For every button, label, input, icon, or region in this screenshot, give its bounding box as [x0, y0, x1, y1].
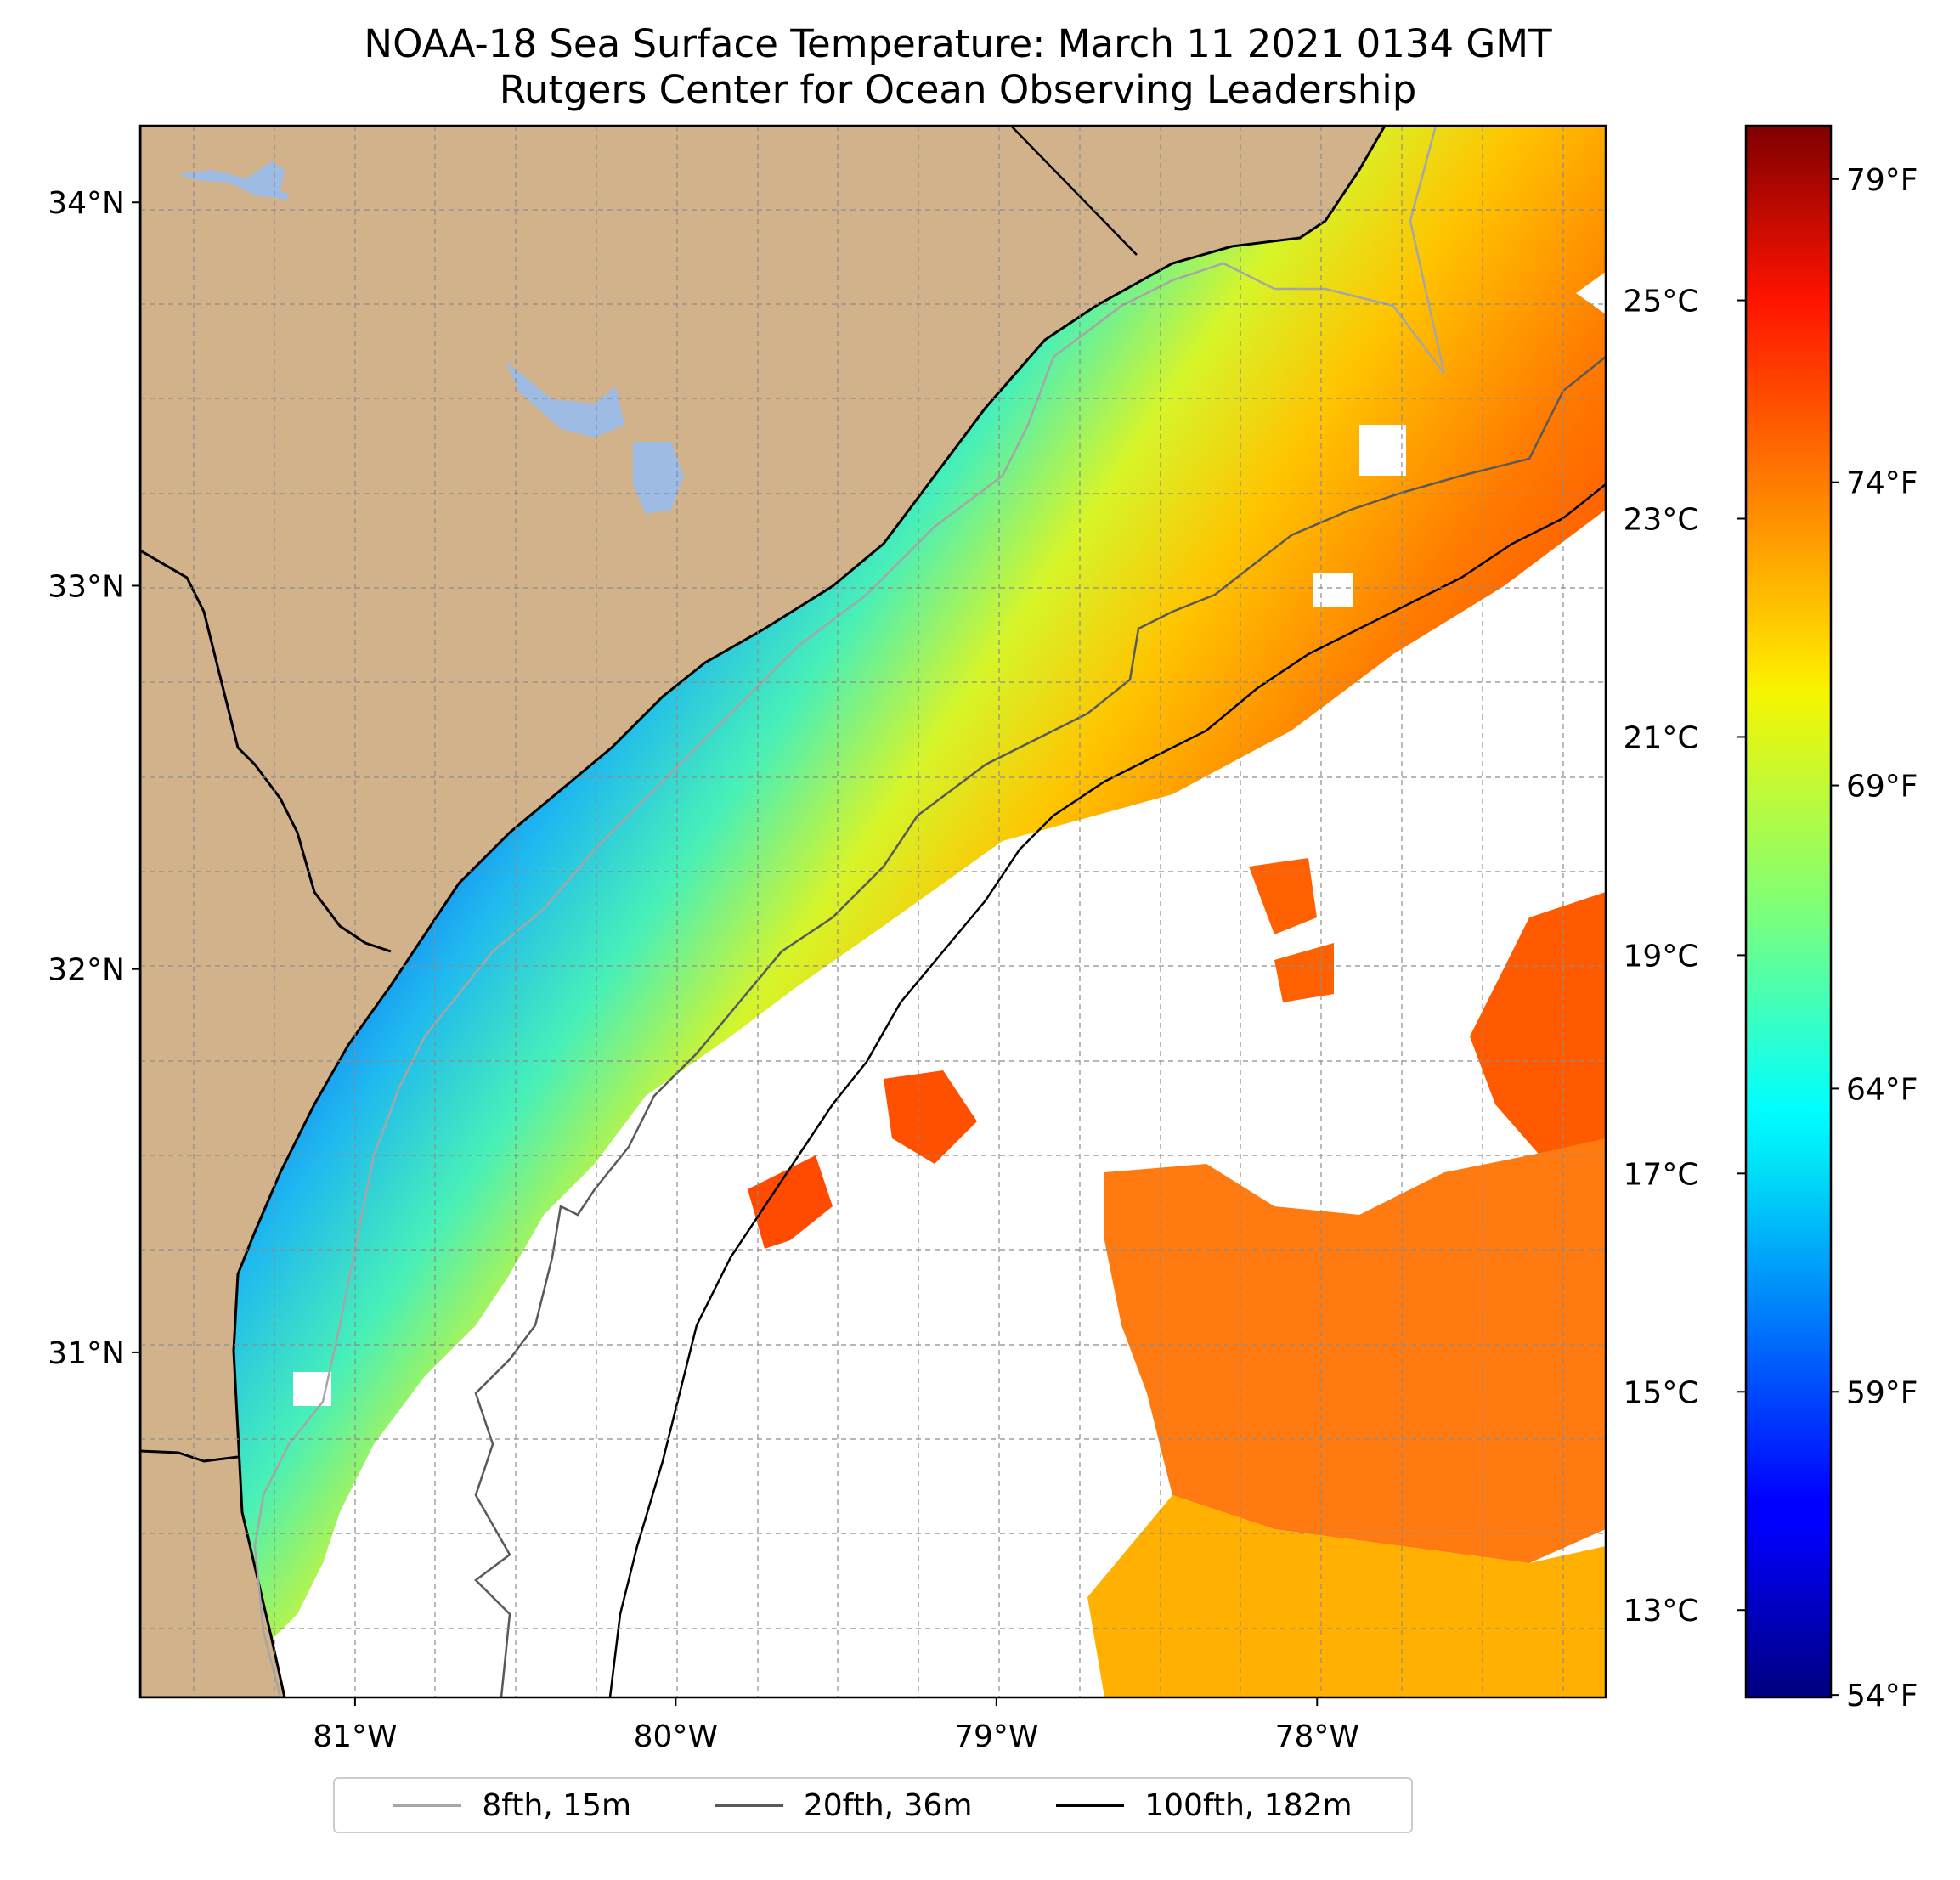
lake-north [178, 161, 289, 200]
isobath-8fth [253, 126, 1446, 1697]
lake-marion [506, 361, 624, 438]
lon-tick-label: 80°W [634, 1719, 718, 1754]
cloud-gap-small-3 [1313, 573, 1353, 607]
colorbar-fahrenheit-axis: 54°F 59°F 64°F 69°F 74°F 79°F [1831, 163, 1918, 1713]
colorbar-celsius-axis: 13°C 15°C 17°C 19°C 21°C 23°C 25°C [1624, 285, 1746, 1629]
legend-line-20fth [715, 1804, 783, 1807]
colorbar-fahrenheit-label: 79°F [1846, 163, 1918, 198]
lon-tick-label: 81°W [313, 1719, 397, 1754]
legend-item-20fth: 20fth, 36m [715, 1787, 973, 1823]
legend-item-100fth: 100fth, 182m [1056, 1787, 1353, 1823]
lat-tick-label: 34°N [48, 186, 125, 221]
map-frame [138, 124, 1607, 1699]
colorbar [1744, 124, 1833, 1699]
state-border-nc-sc [1010, 126, 1138, 256]
latitude-axis: 31°N 32°N 33°N 34°N [48, 186, 140, 1371]
state-border-sc-ga [140, 549, 392, 953]
map-panel [140, 126, 1606, 1697]
warm-patch-yellow [1087, 1495, 1606, 1697]
legend-line-100fth [1056, 1804, 1125, 1807]
warm-patch-small-1 [748, 1155, 833, 1249]
colorbar-fahrenheit-label: 64°F [1846, 1072, 1918, 1107]
lon-tick-label: 79°W [954, 1719, 1038, 1754]
colorbar-celsius-label: 13°C [1624, 1594, 1699, 1629]
cloud-gap-small-1 [1372, 845, 1419, 892]
warm-patch-small-4 [1274, 943, 1334, 1002]
colorbar-celsius-label: 19°C [1624, 939, 1699, 974]
warm-patch-east [1470, 892, 1606, 1206]
legend-line-8fth [393, 1804, 462, 1807]
isobath-100fth [608, 483, 1606, 1697]
colorbar-celsius-label: 21°C [1624, 720, 1699, 755]
legend-label-20fth: 20fth, 36m [803, 1787, 973, 1823]
land-area [140, 126, 1387, 1697]
lat-tick-label: 32°N [48, 953, 125, 988]
legend-item-8fth: 8fth, 15m [393, 1788, 631, 1823]
lat-tick-label: 33°N [48, 569, 125, 604]
warm-patch-mid [1104, 1138, 1606, 1563]
colorbar-fahrenheit-label: 59°F [1846, 1375, 1918, 1410]
colorbar-fahrenheit-label: 74°F [1846, 466, 1918, 501]
legend-label-8fth: 8fth, 15m [482, 1787, 632, 1823]
lat-tick-label: 31°N [48, 1336, 125, 1371]
map-subtitle: Rutgers Center for Ocean Observing Leade… [499, 67, 1417, 112]
colorbar-fahrenheit-label: 54°F [1846, 1679, 1918, 1713]
colorbar-celsius-label: 17°C [1624, 1157, 1699, 1192]
longitude-axis: 81°W 80°W 79°W 78°W [313, 1697, 1359, 1754]
cloud-gap-south [476, 1206, 1130, 1697]
lake-moultrie [633, 442, 684, 514]
isobath-20fth [474, 356, 1606, 1697]
colorbar-celsius-label: 25°C [1624, 285, 1699, 319]
legend-label-100fth: 100fth, 182m [1144, 1787, 1353, 1823]
colorbar-celsius-label: 15°C [1624, 1375, 1699, 1410]
isobath-legend: 8fth, 15m 20fth, 36m 100fth, 182m [333, 1777, 1413, 1833]
cloud-gap-small-2 [1359, 425, 1406, 476]
map-title: NOAA-18 Sea Surface Temperature: March 1… [364, 21, 1552, 66]
sst-field-shelf [234, 126, 1606, 1640]
colorbar-celsius-label: 23°C [1624, 503, 1699, 538]
warm-patch-small-3 [1249, 858, 1317, 934]
state-border-ga-fl [140, 1449, 239, 1463]
warm-patch-small-2 [884, 1070, 977, 1164]
gridlines [140, 126, 1606, 1697]
colorbar-fahrenheit-label: 69°F [1846, 770, 1918, 805]
lon-tick-label: 78°W [1275, 1719, 1359, 1754]
